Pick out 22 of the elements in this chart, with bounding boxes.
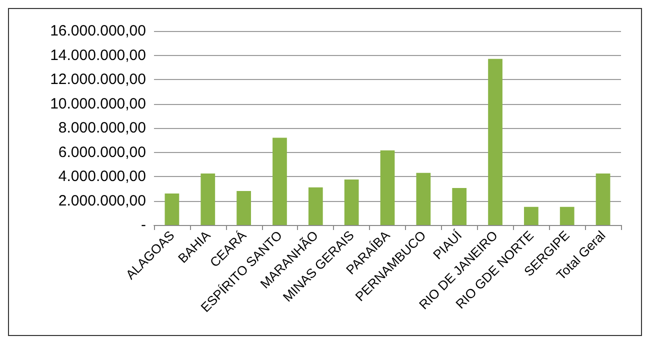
bar bbox=[416, 172, 431, 225]
y-tick-label: 16.000.000,00 bbox=[50, 22, 146, 40]
bar bbox=[596, 173, 610, 225]
bar bbox=[524, 206, 538, 225]
bar bbox=[272, 138, 287, 225]
y-tick-label: 4.000.000,00 bbox=[58, 168, 146, 185]
bar bbox=[344, 180, 359, 225]
y-tick-label: 10.000.000,00 bbox=[50, 95, 146, 112]
bar bbox=[560, 206, 574, 225]
bar bbox=[236, 191, 251, 225]
y-tick-label: 2.000.000,00 bbox=[58, 192, 146, 210]
bar bbox=[200, 173, 216, 225]
bar bbox=[164, 193, 180, 225]
bar bbox=[452, 188, 467, 225]
bar bbox=[488, 58, 502, 225]
bar bbox=[308, 187, 323, 225]
y-tick-label: 8.000.000,00 bbox=[58, 120, 146, 136]
y-tick-label: 12.000.000,00 bbox=[50, 71, 146, 88]
y-tick-label: 14.000.000,00 bbox=[50, 46, 146, 64]
y-tick-label: 6.000.000,00 bbox=[58, 144, 146, 161]
y-tick-label: - bbox=[141, 216, 146, 234]
bar bbox=[380, 150, 395, 225]
